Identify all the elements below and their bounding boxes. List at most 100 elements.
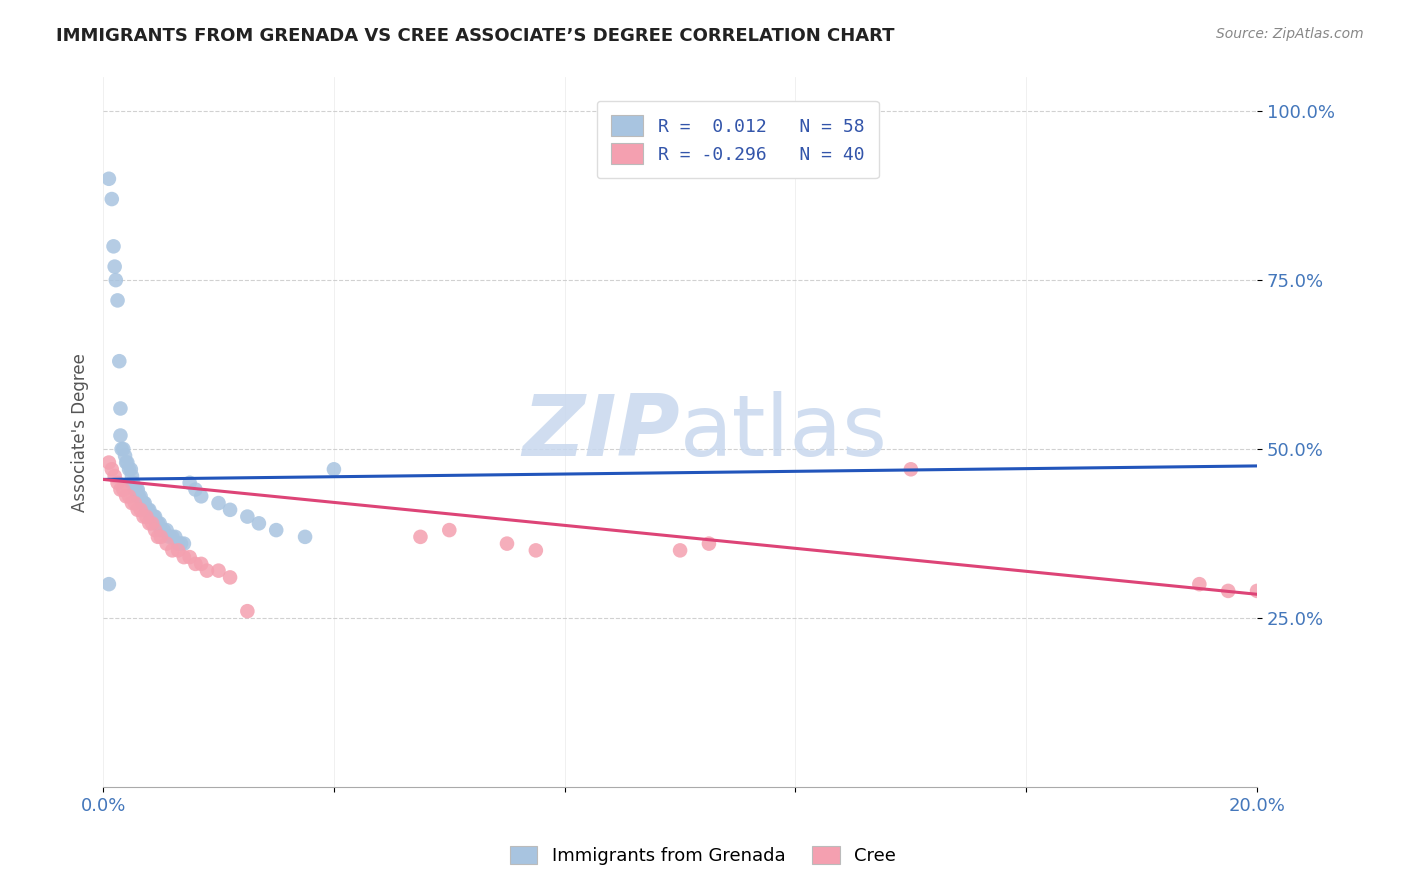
Point bbox=[294, 530, 316, 544]
Point bbox=[127, 489, 149, 503]
Point bbox=[143, 509, 166, 524]
Point bbox=[143, 523, 166, 537]
Point bbox=[439, 523, 461, 537]
Point bbox=[1188, 577, 1211, 591]
Point bbox=[322, 462, 344, 476]
Point bbox=[110, 442, 132, 456]
Point bbox=[118, 462, 141, 476]
Point bbox=[179, 550, 201, 565]
Point bbox=[101, 192, 124, 206]
Point bbox=[146, 516, 169, 531]
Point bbox=[236, 509, 259, 524]
Point bbox=[173, 536, 195, 550]
Text: IMMIGRANTS FROM GRENADA VS CREE ASSOCIATE’S DEGREE CORRELATION CHART: IMMIGRANTS FROM GRENADA VS CREE ASSOCIAT… bbox=[56, 27, 894, 45]
Point bbox=[97, 456, 120, 470]
Point bbox=[110, 483, 132, 497]
Text: Source: ZipAtlas.com: Source: ZipAtlas.com bbox=[1216, 27, 1364, 41]
Point bbox=[131, 496, 153, 510]
Point bbox=[264, 523, 287, 537]
Point bbox=[173, 550, 195, 565]
Point bbox=[127, 483, 149, 497]
Point bbox=[136, 503, 159, 517]
Point bbox=[167, 536, 190, 550]
Point bbox=[145, 516, 167, 531]
Point bbox=[159, 530, 181, 544]
Point bbox=[190, 557, 212, 571]
Point bbox=[149, 516, 172, 531]
Point bbox=[149, 530, 172, 544]
Point bbox=[117, 456, 139, 470]
Text: ZIP: ZIP bbox=[523, 391, 681, 474]
Point bbox=[134, 496, 156, 510]
Point bbox=[108, 354, 131, 368]
Point bbox=[129, 503, 152, 517]
Point bbox=[219, 570, 242, 584]
Point bbox=[97, 171, 120, 186]
Point bbox=[115, 489, 138, 503]
Point bbox=[138, 503, 160, 517]
Point bbox=[146, 530, 169, 544]
Point bbox=[125, 483, 148, 497]
Text: atlas: atlas bbox=[681, 391, 889, 474]
Point bbox=[155, 536, 177, 550]
Point bbox=[138, 516, 160, 531]
Point bbox=[152, 523, 174, 537]
Point bbox=[1246, 583, 1268, 598]
Point bbox=[141, 516, 163, 531]
Point bbox=[121, 475, 143, 490]
Point bbox=[122, 475, 145, 490]
Point bbox=[124, 496, 146, 510]
Point bbox=[149, 523, 172, 537]
Point bbox=[409, 530, 432, 544]
Point bbox=[167, 543, 190, 558]
Point bbox=[900, 462, 922, 476]
Point bbox=[129, 489, 152, 503]
Legend: R =  0.012   N = 58, R = -0.296   N = 40: R = 0.012 N = 58, R = -0.296 N = 40 bbox=[596, 101, 879, 178]
Point bbox=[121, 496, 143, 510]
Point bbox=[1218, 583, 1240, 598]
Point bbox=[155, 523, 177, 537]
Point bbox=[496, 536, 519, 550]
Point bbox=[135, 503, 157, 517]
Point bbox=[110, 401, 132, 416]
Point bbox=[135, 509, 157, 524]
Point bbox=[127, 503, 149, 517]
Point bbox=[104, 260, 127, 274]
Point bbox=[118, 489, 141, 503]
Point bbox=[114, 449, 136, 463]
Point bbox=[195, 564, 218, 578]
Point bbox=[101, 462, 124, 476]
Point bbox=[104, 273, 127, 287]
Point bbox=[141, 509, 163, 524]
Point bbox=[142, 509, 165, 524]
Point bbox=[162, 530, 184, 544]
Point bbox=[524, 543, 547, 558]
Point bbox=[162, 543, 184, 558]
Point bbox=[110, 428, 132, 442]
Point bbox=[120, 462, 142, 476]
Point bbox=[219, 503, 242, 517]
Point bbox=[107, 475, 129, 490]
Point bbox=[128, 489, 150, 503]
Point bbox=[236, 604, 259, 618]
Point bbox=[184, 483, 207, 497]
Point bbox=[121, 469, 143, 483]
Point bbox=[132, 496, 155, 510]
Point bbox=[132, 509, 155, 524]
Point bbox=[207, 496, 229, 510]
Point bbox=[139, 509, 162, 524]
Point bbox=[207, 564, 229, 578]
Point bbox=[103, 239, 125, 253]
Point bbox=[179, 475, 201, 490]
Point bbox=[107, 293, 129, 308]
Point bbox=[112, 483, 135, 497]
Point bbox=[124, 483, 146, 497]
Point bbox=[697, 536, 720, 550]
Point bbox=[669, 543, 692, 558]
Point bbox=[247, 516, 270, 531]
Point bbox=[184, 557, 207, 571]
Y-axis label: Associate's Degree: Associate's Degree bbox=[72, 352, 89, 512]
Point bbox=[115, 456, 138, 470]
Point bbox=[170, 536, 193, 550]
Point bbox=[97, 577, 120, 591]
